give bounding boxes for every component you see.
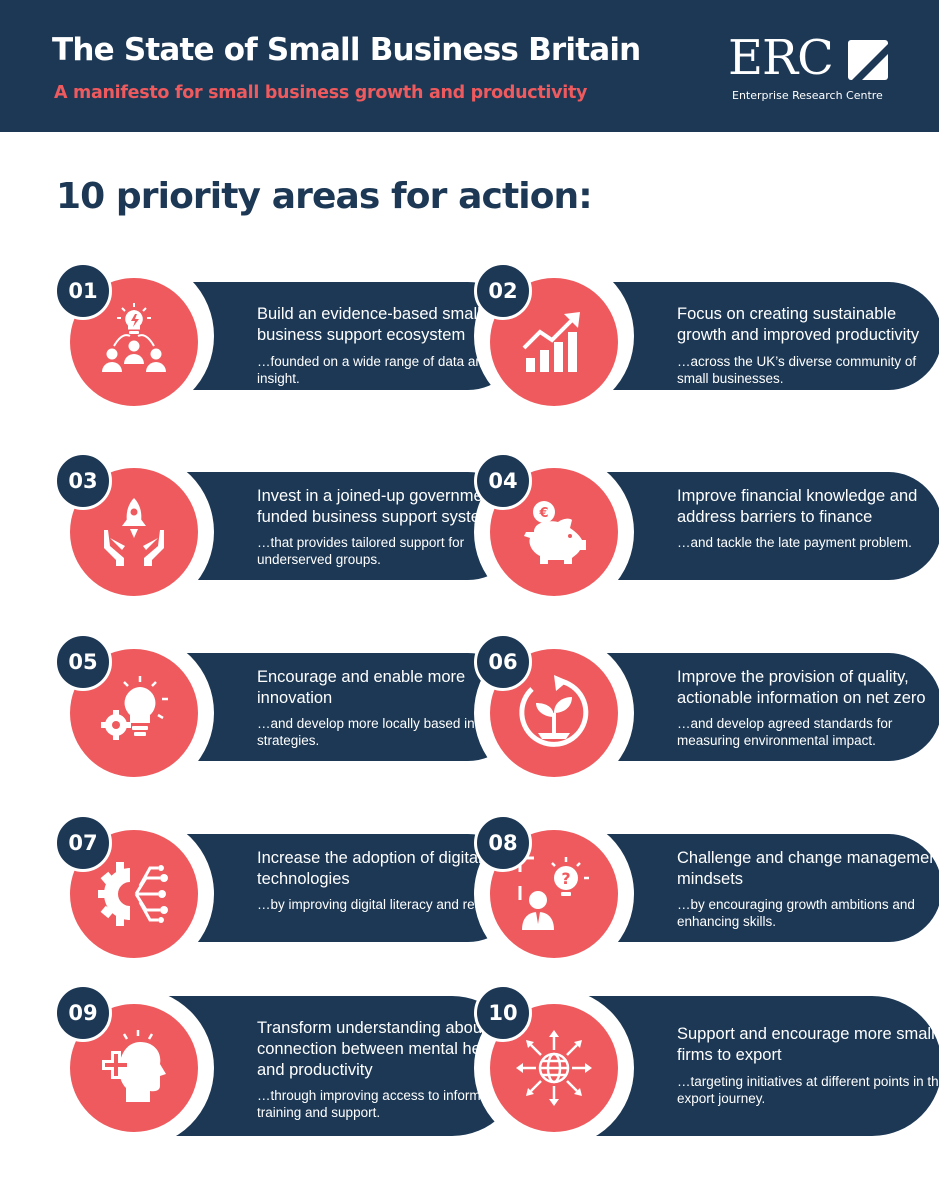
priority-title: Invest in a joined-up government -funded… [257,487,507,526]
priority-description: …and develop more locally based innovati… [257,716,526,748]
icon-badge [54,633,214,793]
priority-description: …that provides tailored support for unde… [257,535,465,567]
section-heading: 10 priority areas for action: [56,176,593,217]
icon-badge [54,814,214,974]
priority-description: …targeting initiatives at different poin… [677,1074,939,1106]
globe-export-icon [516,1030,592,1106]
priority-title: Improve the provision of quality, action… [677,668,926,707]
gear-lightbulb-icon [101,676,168,740]
mental-health-head-icon [102,1030,166,1102]
priority-number: 10 [474,984,532,1042]
priority-description: …by encouraging growth ambitions and enh… [677,897,915,929]
priority-title: Challenge and change management mindsets [677,849,939,888]
manager-question-icon: ? [518,856,589,930]
priority-number: 01 [54,262,112,320]
svg-text:?: ? [561,869,570,888]
priority-title: Focus on creating sustainable growth and… [677,305,920,344]
logo-subtext: Enterprise Research Centre [732,89,883,102]
hands-rocket-icon [104,498,164,566]
piggy-bank-euro-icon: € [524,501,586,564]
erc-logo: ERC Enterprise Research Centre [728,32,898,106]
logo-slash-icon [848,40,888,80]
priority-description: …and tackle the late payment problem. [677,535,912,550]
priority-number: 04 [474,452,532,510]
priority-number: 07 [54,814,112,872]
sprout-cycle-icon [519,675,589,747]
priority-description: …through improving access to information… [257,1088,514,1120]
priority-title: Increase the adoption of digital technol… [257,849,482,888]
icon-badge [54,452,214,612]
priority-number: 05 [54,633,112,691]
priority-title: Improve financial knowledge and address … [677,487,918,526]
priority-number: 06 [474,633,532,691]
priority-description: …across the UK’s diverse community of sm… [677,354,917,386]
priority-title: Encourage and enable more innovation [257,668,466,707]
icon-badge [54,988,214,1148]
icon-badge [474,988,634,1148]
priority-number: 09 [54,984,112,1042]
page-subtitle: A manifesto for small business growth an… [54,83,588,103]
page-title: The State of Small Business Britain [52,32,641,68]
digital-gear-icon [98,862,168,926]
priority-number: 03 [54,452,112,510]
priority-title: Support and encourage more small firms t… [677,1025,935,1064]
priority-description: …founded on a wide range of data and ins… [257,354,491,386]
logo-text: ERC [728,30,834,86]
priority-description: …and develop agreed standards for measur… [677,716,893,748]
priority-title: Transform understanding about the connec… [257,1019,515,1079]
priority-number: 08 [474,814,532,872]
people-idea-icon [102,303,166,372]
growth-chart-icon [522,312,580,372]
priority-description: …by improving digital literacy and readi… [257,897,525,912]
priority-number: 02 [474,262,532,320]
icon-badge: € [474,452,634,612]
svg-text:€: € [538,506,548,521]
header-banner: The State of Small Business Britain A ma… [0,0,939,132]
priority-title: Build an evidence-based small business s… [257,305,481,344]
